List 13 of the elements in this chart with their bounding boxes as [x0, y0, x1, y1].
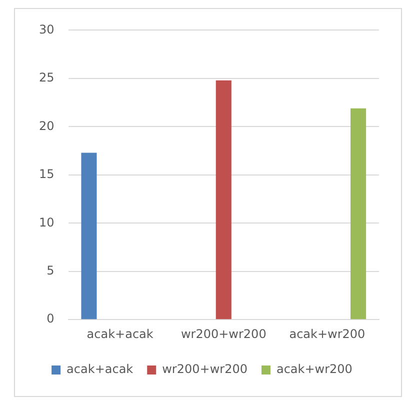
y-tick-label: 25	[38, 70, 54, 85]
y-tick-label: 15	[38, 167, 54, 182]
x-tick-label: wr200+wr200	[180, 326, 266, 341]
y-tick-label: 5	[46, 263, 54, 278]
x-tick-label: acak+wr200	[289, 326, 366, 341]
legend-label: wr200+wr200	[162, 362, 248, 376]
y-tick-label: 10	[38, 215, 54, 230]
x-tick-label: acak+acak	[86, 326, 154, 341]
legend-label: acak+wr200	[276, 362, 352, 376]
y-tick-label: 20	[38, 118, 54, 133]
legend-label: acak+acak	[66, 362, 134, 376]
y-tick-label: 0	[46, 312, 54, 326]
y-tick-label: 30	[38, 22, 54, 36]
